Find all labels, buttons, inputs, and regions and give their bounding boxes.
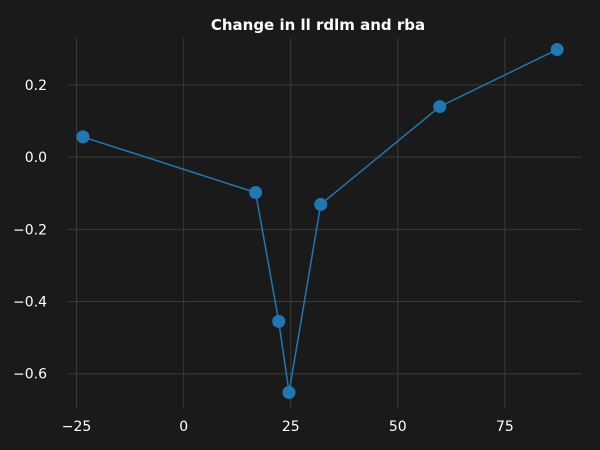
data-point (433, 100, 447, 114)
y-tick-label: −0.2 (13, 222, 47, 238)
data-point (282, 385, 296, 399)
series (76, 43, 564, 399)
y-tick-label: −0.6 (13, 367, 47, 383)
x-tick-label: 75 (496, 419, 514, 435)
x-tick-label: 50 (389, 419, 407, 435)
chart-title: Change in ll rdlm and rba (211, 16, 425, 34)
series-line (82, 48, 558, 393)
grid-lines (68, 38, 582, 408)
data-point (249, 185, 263, 199)
data-point (314, 197, 328, 211)
y-tick-label: 0.0 (25, 150, 47, 166)
y-tick-label: −0.4 (13, 295, 47, 311)
data-point (76, 130, 90, 144)
data-point (550, 43, 564, 57)
y-tick-label: 0.2 (25, 78, 47, 94)
x-tick-label: −25 (62, 419, 92, 435)
x-tick-label: 0 (179, 419, 188, 435)
tick-labels: −25 0 25 50 75 −0.6 −0.4 −0.2 0.0 0.2 (13, 78, 514, 435)
data-point (272, 314, 286, 328)
x-tick-label: 25 (282, 419, 300, 435)
